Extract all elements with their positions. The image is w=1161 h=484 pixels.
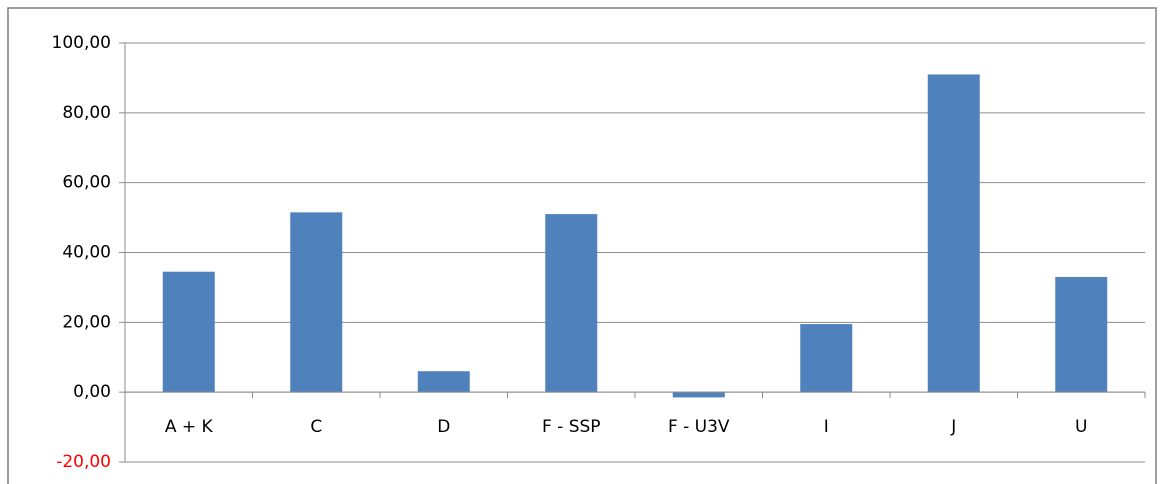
y-tick-label: 60,00	[62, 173, 111, 193]
bar	[672, 392, 725, 398]
x-tick-label: F - SSP	[542, 417, 601, 437]
bar	[162, 271, 215, 393]
bar	[545, 214, 598, 393]
bar	[927, 74, 980, 393]
bar	[290, 212, 343, 393]
x-tick-label: F - U3V	[668, 417, 730, 437]
x-tick-label: A + K	[165, 417, 214, 437]
y-tick-label: 40,00	[62, 243, 111, 263]
x-tick-label: C	[310, 417, 322, 437]
y-tick-label: 0,00	[73, 382, 111, 402]
bar	[1055, 276, 1108, 393]
bar	[417, 371, 470, 393]
y-tick-label: 20,00	[62, 312, 111, 332]
y-tick-label: -20,00	[56, 452, 111, 472]
x-tick-label: I	[824, 417, 829, 437]
x-tick-label: D	[437, 417, 450, 437]
x-tick-label: J	[950, 417, 956, 437]
y-tick-label: 100,00	[52, 33, 111, 53]
x-tick-label: U	[1075, 417, 1087, 437]
bar	[800, 324, 853, 393]
y-tick-label: 80,00	[62, 103, 111, 123]
